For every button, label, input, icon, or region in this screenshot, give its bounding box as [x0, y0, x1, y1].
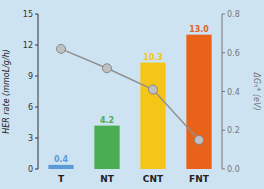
data-labels: 0.4 4.2 10.3 13.0 [54, 25, 209, 164]
tick-label: 0.2 [227, 126, 240, 135]
left-axis: 0 3 6 9 12 15 [23, 10, 38, 174]
data-label: 4.2 [100, 116, 114, 125]
line [61, 49, 199, 140]
chart: 0 3 6 9 12 15 0.0 0.2 0.4 0.6 0.8 HER rate (mmoL/g/… [0, 0, 264, 189]
tick-label: 0.4 [227, 88, 240, 97]
tick [222, 169, 225, 170]
tick [222, 14, 225, 15]
axis-line [38, 14, 39, 169]
tick-label: 0.0 [227, 165, 240, 174]
tick [35, 107, 38, 108]
tick-label: 0.8 [227, 10, 240, 19]
tick-label: 12 [23, 41, 33, 50]
right-axis: 0.0 0.2 0.4 0.6 0.8 [222, 10, 240, 174]
plot-area [48, 35, 211, 169]
tick [35, 138, 38, 139]
tick [35, 14, 38, 15]
marker [103, 64, 112, 73]
tick [222, 91, 225, 92]
marker [149, 85, 158, 94]
y-axis-label: HER rate (mmoL/g/h) [2, 49, 11, 134]
bar [140, 63, 165, 169]
category-label: T [58, 174, 65, 184]
data-label: 0.4 [54, 155, 69, 164]
marker [195, 135, 204, 144]
y2-axis-label: ΔGₕ* (eV) [252, 71, 261, 110]
tick-label: 0 [28, 165, 33, 174]
tick [222, 130, 225, 131]
data-label: 10.3 [143, 53, 163, 62]
marker [57, 44, 66, 53]
bar [186, 35, 211, 169]
bar [94, 126, 119, 169]
tick-label: 6 [28, 103, 33, 112]
page: {"chart_data": {"type": "bar", "categori… [0, 0, 264, 189]
data-label: 13.0 [189, 25, 209, 34]
tick [35, 45, 38, 46]
bar [48, 165, 73, 169]
tick-label: 9 [28, 72, 33, 81]
tick [222, 52, 225, 53]
tick [35, 76, 38, 77]
category-label: NT [100, 174, 115, 184]
tick-label: 3 [28, 134, 33, 143]
tick [35, 169, 38, 170]
tick-label: 0.6 [227, 49, 240, 58]
tick-label: 15 [23, 10, 33, 19]
category-label: CNT [143, 174, 164, 184]
category-label: FNT [189, 174, 210, 184]
